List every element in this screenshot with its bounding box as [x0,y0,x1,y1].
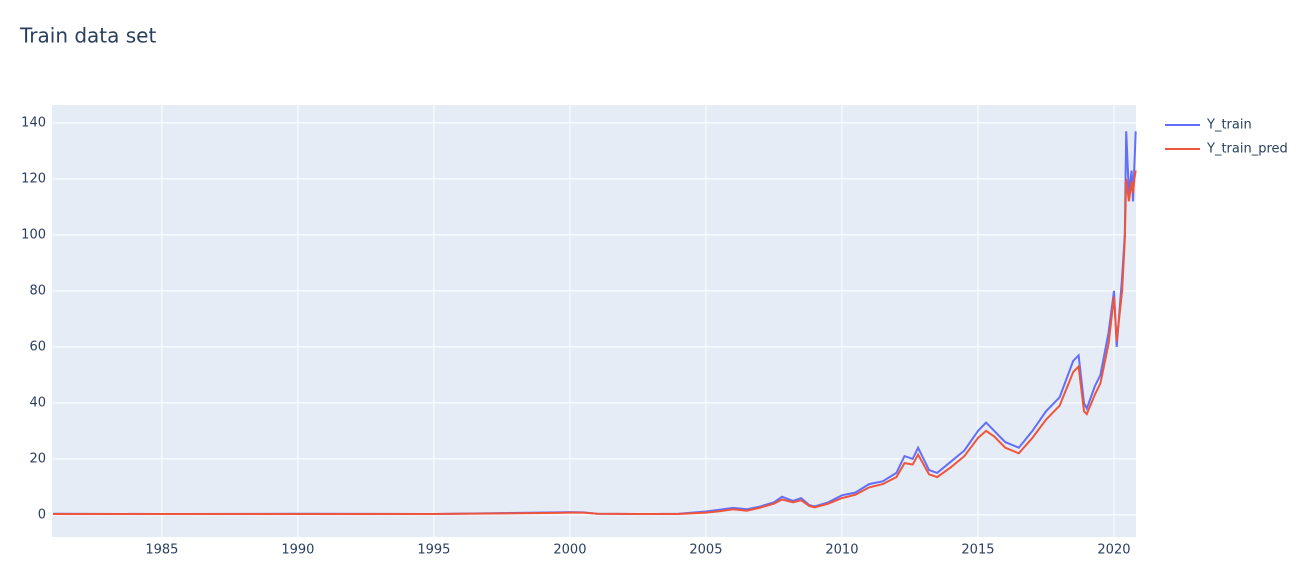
chart-title: Train data set [19,24,156,48]
x-tick-label: 2015 [961,543,994,558]
x-tick-label: 2020 [1097,543,1130,558]
plot-area [52,105,1136,537]
x-tick-label: 1990 [281,543,314,558]
x-tick-label: 2005 [689,543,722,558]
x-tick-label: 1985 [145,543,178,558]
y-tick-label: 140 [21,115,46,130]
y-tick-label: 0 [38,507,46,522]
legend-label: Y_train_pred [1206,142,1288,157]
y-tick-label: 40 [29,395,46,410]
x-tick-label: 2010 [825,543,858,558]
y-tick-label: 120 [21,171,46,186]
y-tick-label: 20 [29,451,46,466]
y-tick-label: 100 [21,227,46,242]
x-tick-label: 2000 [553,543,586,558]
y-tick-label: 60 [29,339,46,354]
data-line [53,170,1137,515]
y-tick-label: 80 [29,283,46,298]
x-tick-label: 1995 [417,543,450,558]
legend-label: Y_train [1206,118,1252,133]
